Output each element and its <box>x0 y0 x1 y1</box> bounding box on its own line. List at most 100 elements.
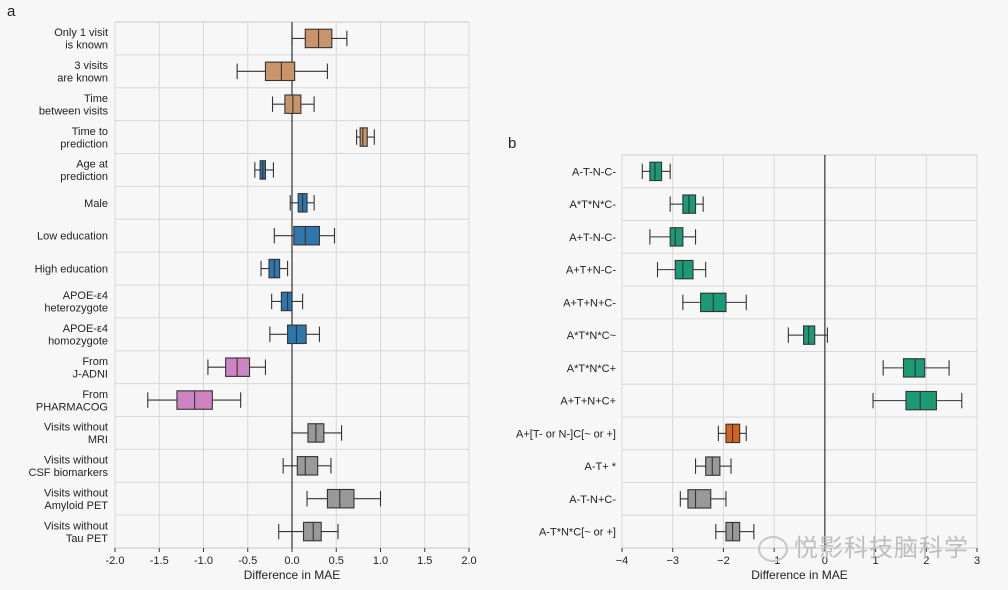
iqr-box <box>687 489 712 509</box>
watermark: 悦影科技脑科学 <box>758 528 969 563</box>
panel-label: b <box>508 135 516 152</box>
category-label: CSF biomarkers <box>29 467 109 479</box>
box-10 <box>679 489 727 509</box>
box-5 <box>787 325 828 345</box>
category-label: A+T+N+C- <box>563 297 616 309</box>
iqr-box <box>326 488 355 509</box>
box-4 <box>682 292 747 313</box>
iqr-box <box>264 61 296 82</box>
iqr-box <box>649 161 663 182</box>
x-tick-label: 0.5 <box>329 555 344 567</box>
category-label: Time <box>84 93 108 105</box>
x-tick-label: 2.0 <box>461 555 476 567</box>
panel-label: a <box>7 3 16 20</box>
box-15 <box>278 521 339 542</box>
category-label: homozygote <box>48 336 108 348</box>
category-label: A+T+N+C+ <box>560 396 616 408</box>
category-label: High education <box>35 264 108 276</box>
x-axis-label: Difference in MAE <box>751 568 848 582</box>
category-label: From <box>82 389 108 401</box>
category-label: prediction <box>60 171 108 183</box>
box-8 <box>717 423 747 444</box>
category-label: Low education <box>37 231 108 243</box>
iqr-box <box>674 259 694 280</box>
x-tick-label: −4 <box>616 555 629 567</box>
iqr-box <box>280 291 293 312</box>
category-label: A+T+N-C- <box>566 265 616 277</box>
category-label: Time to <box>72 126 108 138</box>
box-4 <box>254 160 274 180</box>
category-label: A*T*N*C+ <box>567 363 616 375</box>
box-3 <box>656 259 707 280</box>
box-1 <box>236 61 328 82</box>
category-label: MRI <box>88 434 108 446</box>
x-tick-label: 0 <box>822 555 828 567</box>
box-11 <box>715 521 755 542</box>
panel-b: A-T-N-C- A*T*N*C- A+T-N-C- A+T+N-C- A+T+N+C-… <box>508 135 980 582</box>
box-2 <box>649 227 697 247</box>
box-9 <box>269 324 320 345</box>
category-label: APOE-ε4 <box>63 290 108 302</box>
category-label: heterozygote <box>44 303 108 315</box>
category-label: is known <box>65 40 108 52</box>
x-tick-label: 1.5 <box>417 555 432 567</box>
category-label: A*T*N*C- <box>570 199 617 211</box>
box-5 <box>289 193 315 213</box>
box-7 <box>260 258 289 279</box>
wechat-icon <box>758 536 788 562</box>
category-label: A-T*N*C[~ or +] <box>539 527 616 539</box>
x-tick-label: -2.0 <box>106 555 125 567</box>
x-tick-label: 3 <box>974 555 980 567</box>
category-label: prediction <box>60 138 108 150</box>
iqr-box <box>902 358 926 378</box>
category-label: A+[T- or N-]C[~ or +] <box>516 428 616 440</box>
box-6 <box>882 358 950 378</box>
box-8 <box>271 291 304 312</box>
category-label: Tau PET <box>66 533 108 545</box>
x-tick-label: 2 <box>923 555 929 567</box>
category-label: From <box>82 356 108 368</box>
category-label: APOE-ε4 <box>63 323 108 335</box>
box-9 <box>694 456 732 476</box>
category-label: 3 visits <box>74 60 108 72</box>
category-label: Visits without <box>44 422 108 434</box>
category-label: are known <box>57 73 108 85</box>
category-label: A-T-N+C- <box>569 494 616 506</box>
iqr-box <box>359 127 368 147</box>
box-10 <box>207 357 267 377</box>
category-label: Male <box>84 198 108 210</box>
x-tick-label: −2 <box>717 555 730 567</box>
category-label: A*T*N*C~ <box>567 330 616 342</box>
box-11 <box>147 390 242 410</box>
category-label: Age at <box>76 159 108 171</box>
category-label: A+T-N-C- <box>569 232 616 244</box>
watermark-text: 悦影科技脑科学 <box>794 534 969 562</box>
x-tick-label: −3 <box>666 555 679 567</box>
box-2 <box>271 94 315 114</box>
box-3 <box>356 127 375 147</box>
box-6 <box>273 225 336 246</box>
x-tick-label: 1.0 <box>373 555 388 567</box>
box-13 <box>282 456 332 476</box>
box-1 <box>669 194 704 214</box>
x-tick-label: 1 <box>873 555 879 567</box>
box-14 <box>306 488 382 509</box>
category-label: A-T-N-C- <box>572 166 616 178</box>
box-0 <box>291 28 348 49</box>
box-7 <box>872 390 963 411</box>
iqr-box <box>302 521 322 542</box>
iqr-box <box>669 227 684 247</box>
iqr-box <box>905 390 937 411</box>
category-label: Visits without <box>44 455 108 467</box>
iqr-box <box>296 456 319 476</box>
category-label: A-T+ * <box>585 461 617 473</box>
category-label: PHARMACOG <box>36 401 108 413</box>
iqr-box <box>293 225 320 246</box>
category-label: J-ADNI <box>73 368 108 380</box>
category-label: between visits <box>39 105 109 117</box>
box-0 <box>641 161 671 182</box>
x-tick-label: 0.0 <box>284 555 299 567</box>
category-label: Visits without <box>44 520 108 532</box>
